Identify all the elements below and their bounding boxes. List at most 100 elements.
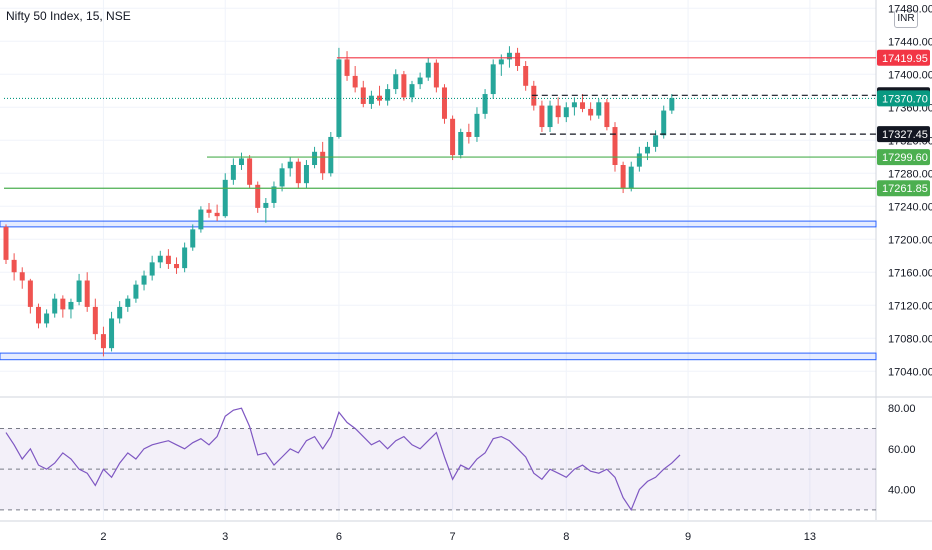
time-tick-label: 9 — [685, 531, 691, 543]
level-price-label: 17299.60 — [882, 152, 928, 164]
candle-body — [182, 247, 188, 269]
candle-body — [287, 161, 293, 169]
time-tick-label: 3 — [222, 531, 228, 543]
time-tick-label: 13 — [804, 531, 816, 543]
candle-body — [344, 59, 350, 76]
level-price-label-bg — [877, 126, 930, 143]
candle-body — [149, 262, 155, 276]
level-price-label: 17419.95 — [882, 53, 928, 65]
candle-body — [628, 166, 634, 189]
candle-body — [255, 184, 261, 208]
candle-body — [563, 107, 569, 118]
level-price-label-bg — [877, 180, 930, 197]
candle-body — [336, 59, 342, 137]
candle-body — [571, 102, 577, 108]
candle-body — [230, 165, 236, 180]
price-tick-label: 17280.00 — [888, 168, 932, 180]
candle-body — [60, 298, 66, 310]
candle-body — [401, 74, 407, 98]
candle-body — [312, 151, 318, 165]
candle-body — [409, 84, 415, 98]
candle-body — [417, 77, 423, 85]
candle-body — [612, 127, 618, 165]
candle-body — [279, 168, 285, 187]
candle-body — [515, 52, 521, 66]
time-tick-label: 2 — [100, 531, 106, 543]
candle-body — [109, 318, 115, 349]
candle-body — [385, 89, 391, 101]
candle-body — [506, 52, 512, 60]
candle-body — [352, 75, 358, 88]
candle-body — [271, 186, 277, 203]
time-tick-label: 7 — [450, 531, 456, 543]
candle-body — [247, 158, 253, 185]
candle-body — [165, 255, 171, 264]
candle-body — [498, 59, 504, 65]
candle-body — [190, 229, 196, 248]
candle-body — [303, 165, 309, 184]
candle-body — [644, 146, 650, 154]
candle-body — [547, 105, 553, 128]
candle-body — [222, 179, 228, 217]
candle-body — [100, 334, 106, 349]
candle-body — [596, 102, 602, 116]
candle-body — [661, 110, 667, 136]
candle-body — [620, 165, 626, 189]
candle-body — [433, 62, 439, 88]
level-price-label-bg — [877, 49, 930, 66]
time-tick-label: 8 — [563, 531, 569, 543]
candle-body — [35, 306, 41, 324]
candle-body — [425, 62, 431, 78]
candle-body — [206, 209, 212, 213]
candle-body — [133, 284, 139, 299]
candle-body — [490, 64, 496, 95]
candle-body — [174, 264, 180, 269]
candle-body — [52, 298, 58, 314]
candle-body — [11, 259, 17, 273]
candle-body — [68, 301, 74, 310]
price-tick-label: 17400.00 — [888, 69, 932, 81]
candle-body — [328, 136, 334, 174]
candle-body — [669, 98, 675, 111]
level-price-label: 17327.45 — [882, 129, 928, 141]
price-tick-label: 17080.00 — [888, 333, 932, 345]
currency-button[interactable]: INR — [894, 10, 918, 28]
candle-body — [523, 66, 529, 86]
candle-body — [295, 161, 301, 184]
candle-body — [441, 87, 447, 119]
candle-body — [84, 280, 90, 307]
time-tick-label: 6 — [336, 531, 342, 543]
candle-body — [19, 272, 25, 281]
candle-body — [141, 275, 147, 285]
candle-body — [653, 135, 659, 147]
candle-body — [3, 226, 9, 260]
candle-body — [214, 212, 220, 217]
candle-body — [580, 102, 586, 109]
rsi-line — [5, 407, 681, 512]
candle-body — [604, 102, 610, 128]
candle-body — [450, 118, 456, 156]
support-zone — [0, 220, 877, 228]
candle-body — [27, 280, 33, 307]
candle-body — [636, 153, 642, 167]
chart-title: Nifty 50 Index, 15, NSE — [6, 9, 131, 23]
candle-body — [44, 313, 50, 324]
rsi-tick-label: 40.00 — [888, 485, 916, 497]
candle-body — [117, 306, 123, 319]
support-zone — [0, 352, 877, 361]
candle-body — [588, 108, 594, 116]
candle-body — [92, 306, 98, 335]
level-price-label: 17370.70 — [882, 93, 928, 105]
candle-body — [198, 209, 204, 230]
level-price-label: 17261.85 — [882, 183, 928, 195]
candle-body — [466, 132, 472, 137]
candle-body — [238, 158, 244, 165]
level-price-label-bg — [877, 90, 930, 107]
candle-body — [393, 74, 399, 90]
candle-body — [125, 298, 131, 307]
candle-body — [360, 87, 366, 104]
candle-body — [157, 255, 163, 263]
candle-body — [76, 280, 82, 302]
level-price-label-bg — [877, 149, 930, 166]
